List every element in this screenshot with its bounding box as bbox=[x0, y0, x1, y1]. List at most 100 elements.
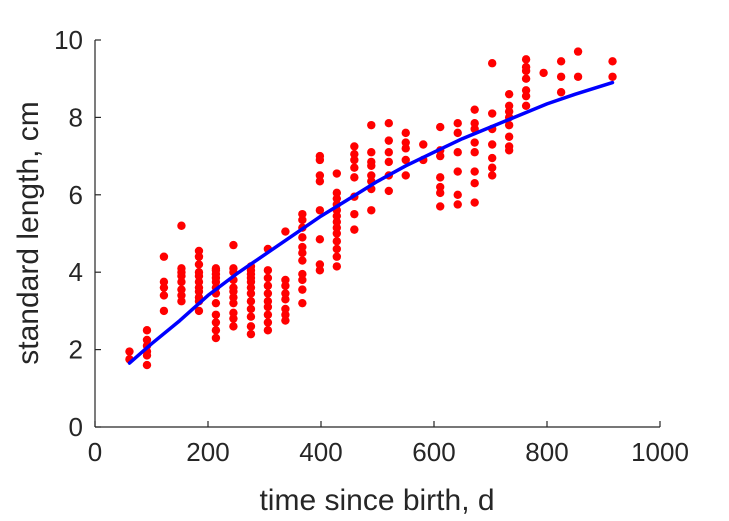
data-point bbox=[229, 240, 238, 250]
data-point bbox=[194, 246, 204, 256]
data-point bbox=[229, 314, 238, 323]
data-point bbox=[332, 252, 342, 261]
data-point bbox=[401, 155, 410, 165]
y-tick-label: 6 bbox=[69, 180, 83, 210]
data-point bbox=[350, 225, 359, 234]
data-point bbox=[367, 206, 376, 215]
data-point bbox=[159, 252, 169, 261]
data-point bbox=[573, 47, 583, 56]
data-point bbox=[315, 266, 325, 275]
data-point bbox=[298, 275, 307, 285]
data-point bbox=[521, 62, 531, 72]
data-point bbox=[263, 326, 273, 335]
data-point bbox=[315, 235, 325, 244]
data-point bbox=[608, 72, 617, 81]
data-point bbox=[315, 206, 325, 215]
data-point bbox=[470, 119, 479, 128]
data-point bbox=[229, 322, 238, 331]
data-point bbox=[298, 209, 307, 219]
data-point bbox=[436, 173, 445, 182]
data-point bbox=[367, 157, 376, 167]
data-point bbox=[211, 318, 221, 327]
data-point bbox=[350, 149, 359, 159]
y-tick-label: 4 bbox=[69, 257, 83, 287]
data-point bbox=[350, 155, 359, 165]
data-point bbox=[315, 171, 325, 180]
data-point bbox=[142, 360, 152, 370]
data-point bbox=[521, 55, 531, 64]
data-point bbox=[263, 318, 273, 327]
data-point bbox=[194, 260, 204, 269]
data-point bbox=[142, 326, 152, 335]
data-point bbox=[332, 211, 342, 221]
data-point bbox=[246, 283, 256, 292]
data-point bbox=[315, 260, 325, 269]
data-point bbox=[384, 186, 393, 196]
data-point bbox=[521, 86, 531, 95]
data-point bbox=[521, 101, 531, 110]
data-point bbox=[125, 347, 134, 356]
axes: 0 200 400 600 800 1000 0 2 4 6 8 10 bbox=[54, 25, 689, 467]
data-point bbox=[556, 88, 566, 97]
data-point bbox=[453, 190, 462, 199]
data-point bbox=[436, 182, 445, 192]
y-tick-label: 0 bbox=[69, 412, 83, 442]
data-point bbox=[298, 248, 307, 258]
data-point bbox=[281, 281, 290, 290]
data-point bbox=[211, 333, 221, 343]
data-point bbox=[350, 173, 359, 182]
data-points bbox=[125, 47, 617, 370]
data-point bbox=[504, 142, 514, 151]
data-point bbox=[281, 295, 290, 304]
data-point bbox=[159, 291, 169, 300]
y-axis-label: standard length, cm bbox=[12, 101, 45, 364]
data-point bbox=[401, 144, 410, 153]
data-point bbox=[177, 264, 186, 273]
data-point bbox=[350, 163, 359, 172]
data-point bbox=[504, 107, 514, 116]
data-point bbox=[263, 266, 273, 275]
x-tick-label: 800 bbox=[525, 437, 568, 467]
data-point bbox=[332, 223, 342, 232]
data-point bbox=[298, 242, 307, 252]
data-point bbox=[470, 138, 479, 147]
data-point bbox=[229, 283, 238, 292]
data-point bbox=[332, 188, 342, 198]
data-point bbox=[350, 209, 359, 219]
data-point bbox=[332, 169, 342, 178]
data-point bbox=[470, 167, 479, 176]
data-point bbox=[211, 326, 221, 335]
data-point bbox=[229, 308, 238, 318]
data-point bbox=[401, 128, 410, 138]
data-point bbox=[194, 277, 204, 287]
data-point bbox=[315, 177, 325, 186]
data-point bbox=[211, 298, 221, 308]
data-point bbox=[470, 148, 479, 157]
data-point bbox=[194, 268, 204, 277]
data-point bbox=[263, 297, 273, 306]
data-point bbox=[487, 59, 497, 68]
data-point bbox=[298, 298, 307, 308]
data-point bbox=[487, 163, 497, 172]
data-point bbox=[229, 298, 238, 308]
data-point bbox=[470, 178, 479, 188]
data-point bbox=[298, 269, 307, 279]
data-point bbox=[401, 138, 410, 147]
data-point bbox=[332, 229, 342, 238]
data-point bbox=[504, 101, 514, 110]
data-point bbox=[298, 285, 307, 294]
data-point bbox=[350, 142, 359, 151]
data-point bbox=[453, 148, 462, 157]
x-tick-label: 600 bbox=[412, 437, 455, 467]
data-point bbox=[281, 227, 290, 236]
data-point bbox=[246, 304, 256, 314]
fit-line bbox=[127, 80, 615, 365]
data-point bbox=[470, 105, 479, 114]
data-point bbox=[384, 157, 393, 167]
data-point bbox=[159, 277, 169, 287]
data-point bbox=[281, 275, 290, 285]
data-point bbox=[246, 312, 256, 321]
data-point bbox=[487, 140, 497, 149]
y-tick-label: 10 bbox=[54, 25, 83, 55]
